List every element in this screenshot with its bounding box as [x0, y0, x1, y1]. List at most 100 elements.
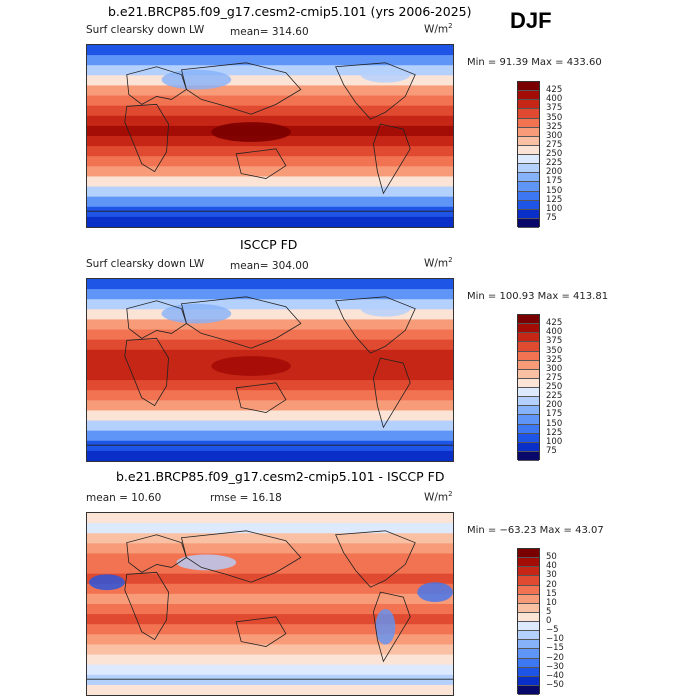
- colorbar-segment: [518, 658, 539, 668]
- latitude-band: [87, 684, 453, 695]
- colorbar-segment: [518, 649, 539, 659]
- latitude-band: [87, 216, 453, 227]
- coastline: [124, 337, 169, 407]
- colorbar-segment: [518, 155, 539, 165]
- colorbar-tick-label: 225: [546, 391, 563, 402]
- panel2-minmax: Min = 100.93 Max = 413.81: [467, 291, 609, 302]
- latitude-band: [87, 410, 453, 422]
- latitude-band: [87, 664, 453, 676]
- colorbar-segment: [518, 200, 539, 210]
- colorbar-tick-label: 100: [546, 436, 563, 447]
- field-feature: [176, 554, 237, 571]
- colorbar-tick-label: 325: [546, 121, 563, 132]
- field-feature: [211, 356, 291, 376]
- colorbar-segment: [518, 442, 539, 452]
- colorbar-segment: [518, 333, 539, 343]
- colorbar-tick-label: 100: [546, 203, 563, 214]
- colorbar-tick-label: −50: [546, 679, 564, 690]
- colorbar-segment: [518, 173, 539, 183]
- colorbar-tick-label: 250: [546, 149, 563, 159]
- colorbar-tick-label: 300: [546, 130, 563, 141]
- colorbar-tick-label: 200: [546, 167, 563, 178]
- coastline: [124, 103, 169, 173]
- colorbar-tick-label: 325: [546, 354, 563, 365]
- latitude-band: [87, 196, 453, 208]
- colorbar-tick-label: 275: [546, 139, 563, 150]
- colorbar-tick-label: 275: [546, 372, 563, 383]
- latitude-band: [87, 65, 453, 76]
- latitude-band: [87, 136, 453, 147]
- latitude-band: [87, 309, 453, 321]
- latitude-band: [87, 349, 453, 361]
- colorbar-segment: [518, 576, 539, 586]
- coastline: [335, 530, 416, 588]
- colorbar-segment: [518, 100, 539, 110]
- panel2-title: ISCCP FD: [240, 237, 298, 252]
- coastline: [180, 62, 302, 115]
- panel1-map: [86, 44, 454, 228]
- coastline: [180, 296, 302, 349]
- colorbar-segment: [518, 685, 539, 695]
- field-feature: [161, 303, 232, 324]
- colorbar-tick-label: 250: [546, 382, 563, 392]
- coastline: [180, 530, 302, 583]
- panel1-colorbar: [517, 81, 540, 228]
- colorbar-tick-label: 0: [546, 616, 552, 626]
- colorbar-tick-label: 75: [546, 445, 557, 456]
- colorbar-tick-label: 425: [546, 85, 563, 96]
- latitude-band: [87, 624, 453, 635]
- field-feature: [211, 122, 291, 142]
- colorbar-tick-label: 150: [546, 418, 563, 429]
- panel1-units: W/m2: [424, 22, 453, 36]
- panel3-rmse: rmse = 16.18: [210, 492, 282, 504]
- coastline: [235, 382, 287, 413]
- panel2-mean: mean= 304.00: [230, 260, 309, 272]
- colorbar-segment: [518, 433, 539, 443]
- panel3-minmax: Min = −63.23 Max = 43.07: [467, 525, 604, 536]
- latitude-band: [87, 319, 453, 331]
- colorbar-tick-label: −20: [546, 652, 564, 663]
- colorbar-tick-label: 425: [546, 318, 563, 329]
- colorbar-segment: [518, 612, 539, 622]
- panel1-map-field: [87, 45, 453, 227]
- colorbar-tick-label: 5: [546, 606, 552, 617]
- colorbar-segment: [518, 342, 539, 352]
- latitude-band: [87, 206, 453, 218]
- field-feature: [161, 69, 232, 90]
- coastline: [126, 300, 187, 339]
- colorbar-segment: [518, 424, 539, 434]
- latitude-band: [87, 370, 453, 381]
- latitude-band: [87, 380, 453, 391]
- latitude-band: [87, 299, 453, 310]
- season-label: DJF: [510, 8, 552, 33]
- field-feature: [88, 574, 125, 591]
- colorbar-segment: [518, 388, 539, 398]
- coastline: [126, 66, 187, 105]
- latitude-band: [87, 105, 453, 117]
- colorbar-segment: [518, 118, 539, 128]
- latitude-band: [87, 533, 453, 544]
- colorbar-tick-label: 400: [546, 94, 563, 105]
- latitude-band: [87, 563, 453, 575]
- colorbar-tick-label: −15: [546, 643, 564, 654]
- latitude-band: [87, 604, 453, 615]
- panel3-mean: mean = 10.60: [86, 492, 162, 504]
- colorbar-tick-label: 30: [546, 570, 557, 581]
- colorbar-tick-label: 15: [546, 588, 557, 599]
- latitude-band: [87, 614, 453, 625]
- colorbar-segment: [518, 676, 539, 686]
- colorbar-tick-label: 300: [546, 363, 563, 374]
- latitude-band: [87, 420, 453, 432]
- colorbar-tick-label: 10: [546, 597, 557, 608]
- colorbar-segment: [518, 145, 539, 155]
- colorbar-segment: [518, 109, 539, 119]
- colorbar-tick-label: 400: [546, 327, 563, 338]
- colorbar-tick-label: 225: [546, 158, 563, 169]
- latitude-band: [87, 156, 453, 167]
- colorbar-tick-label: 125: [546, 194, 563, 205]
- coastline: [235, 616, 287, 647]
- latitude-band: [87, 176, 453, 188]
- colorbar-segment: [518, 378, 539, 388]
- colorbar-tick-label: 350: [546, 112, 563, 123]
- colorbar-segment: [518, 218, 539, 228]
